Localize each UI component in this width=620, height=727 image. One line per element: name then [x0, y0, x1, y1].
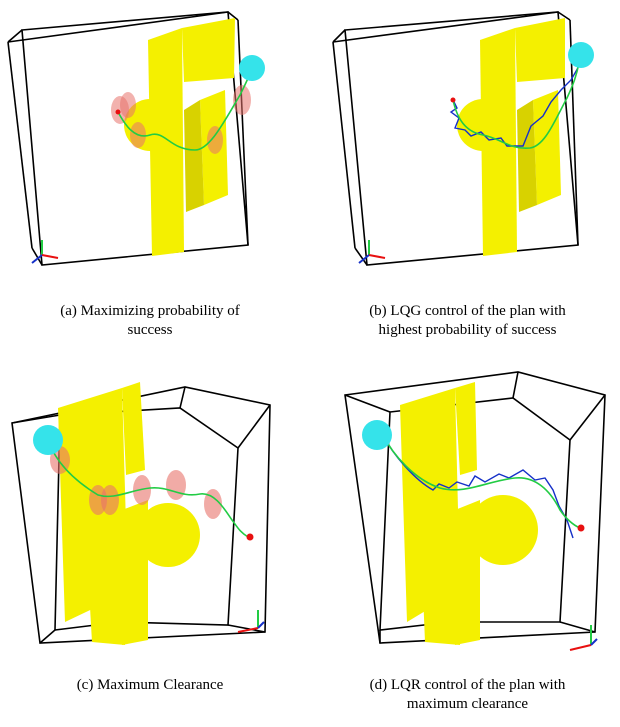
obstacle-sphere	[468, 495, 538, 565]
caption-a-line1: (a) Maximizing probability of	[60, 303, 240, 319]
planned-path	[382, 434, 581, 529]
panel-b	[315, 0, 620, 285]
figure-a	[7, 11, 265, 266]
caption-b-line1: (b) LQG control of the plan with	[369, 303, 566, 319]
caption-b: (b) LQG control of the plan with highest…	[315, 302, 620, 340]
obstacle-sphere	[457, 99, 509, 151]
goal-sphere	[239, 55, 265, 81]
figure-d	[344, 371, 606, 651]
caption-b-line2: highest probability of success	[378, 322, 557, 338]
planned-path	[47, 439, 249, 538]
planned-path	[452, 61, 580, 149]
panel-d	[315, 360, 620, 660]
caption-d-line1: (d) LQR control of the plan with	[369, 677, 566, 693]
start-point	[246, 533, 254, 541]
panel-c	[0, 360, 300, 660]
obstacle-block	[85, 510, 125, 645]
caption-c-line1: (c) Maximum Clearance	[76, 677, 224, 693]
figure-c	[11, 382, 271, 645]
start-point	[577, 524, 585, 532]
panel-a	[0, 0, 300, 285]
start-point	[450, 97, 456, 103]
goal-sphere	[362, 420, 392, 450]
figure-b	[332, 11, 594, 266]
start-point	[115, 109, 121, 115]
caption-d-line2: maximum clearance	[406, 696, 529, 712]
caption-a: (a) Maximizing probability of success	[0, 302, 300, 340]
obstacle-sphere	[136, 503, 200, 567]
caption-c: (c) Maximum Clearance	[0, 676, 300, 695]
goal-sphere	[568, 42, 594, 68]
obstacle-block-shade	[184, 100, 204, 212]
covariance-ellipses	[111, 85, 251, 154]
axis-triad	[31, 240, 59, 264]
obstacle-block	[420, 510, 460, 645]
caption-d: (d) LQR control of the plan with maximum…	[315, 676, 620, 714]
planned-path	[117, 67, 253, 151]
goal-sphere	[33, 425, 63, 455]
caption-a-line2: success	[127, 322, 173, 338]
obstacle-wall-side	[182, 18, 235, 82]
